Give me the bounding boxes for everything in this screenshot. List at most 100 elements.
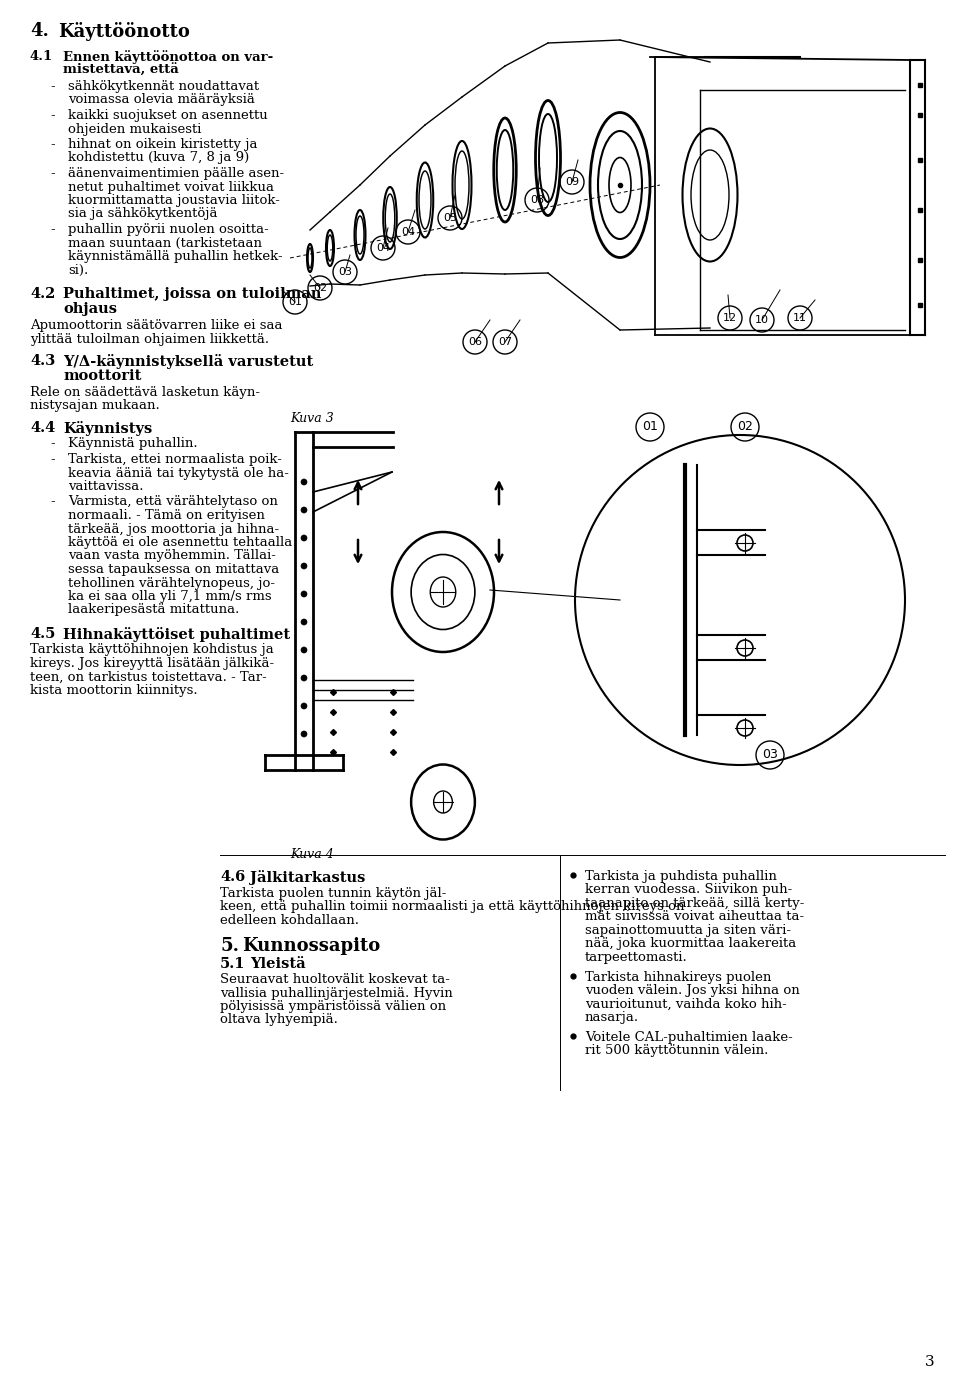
Text: -: -: [50, 223, 55, 236]
Text: 03: 03: [762, 749, 778, 761]
Circle shape: [301, 592, 307, 597]
Text: keen, että puhallin toimii normaalisti ja että käyttöhihnojen kireys on: keen, että puhallin toimii normaalisti j…: [220, 900, 684, 913]
Text: Seuraavat huoltovälit koskevat ta-: Seuraavat huoltovälit koskevat ta-: [220, 974, 450, 986]
Text: maan suuntaan (tarkistetaan: maan suuntaan (tarkistetaan: [68, 237, 262, 250]
Text: Käyttöönotto: Käyttöönotto: [58, 22, 190, 41]
Text: sähkökytkennät noudattavat: sähkökytkennät noudattavat: [68, 80, 259, 92]
Text: -: -: [50, 138, 55, 150]
Text: Rele on säädettävä lasketun käyn-: Rele on säädettävä lasketun käyn-: [30, 386, 260, 399]
Text: 05: 05: [443, 212, 457, 223]
Text: 06: 06: [468, 336, 482, 348]
Text: Tarkista puolen tunnin käytön jäl-: Tarkista puolen tunnin käytön jäl-: [220, 887, 446, 899]
Text: Y/Δ-käynnistyksellä varustetut: Y/Δ-käynnistyksellä varustetut: [63, 354, 313, 370]
Text: Hihnakäyttöiset puhaltimet: Hihnakäyttöiset puhaltimet: [63, 627, 290, 643]
Circle shape: [301, 647, 307, 654]
Text: normaali. - Tämä on erityisen: normaali. - Tämä on erityisen: [68, 509, 265, 523]
Circle shape: [301, 674, 307, 681]
Circle shape: [301, 619, 307, 625]
Text: ylittää tuloilman ohjaimen liikkettä.: ylittää tuloilman ohjaimen liikkettä.: [30, 332, 269, 346]
Text: ohjeiden mukaisesti: ohjeiden mukaisesti: [68, 123, 202, 135]
Text: -: -: [50, 495, 55, 509]
Text: -: -: [50, 80, 55, 92]
Text: kaikki suojukset on asennettu: kaikki suojukset on asennettu: [68, 109, 268, 121]
Text: kerran vuodessa. Siivikon puh-: kerran vuodessa. Siivikon puh-: [585, 884, 792, 896]
Text: -: -: [50, 452, 55, 466]
Text: Kuva 4: Kuva 4: [290, 848, 334, 860]
Text: -: -: [50, 109, 55, 121]
Text: tärkeää, jos moottoria ja hihna-: tärkeää, jos moottoria ja hihna-: [68, 523, 279, 535]
Text: vallisia puhallinjärjestelmiä. Hyvin: vallisia puhallinjärjestelmiä. Hyvin: [220, 986, 453, 1000]
Text: mät siivisssä voivat aiheuttaa ta-: mät siivisssä voivat aiheuttaa ta-: [585, 910, 804, 924]
Text: 5.1: 5.1: [220, 957, 246, 971]
Text: sessa tapauksessa on mitattava: sessa tapauksessa on mitattava: [68, 563, 279, 576]
Text: 04: 04: [376, 243, 390, 252]
Text: laakeripesästä mitattuna.: laakeripesästä mitattuna.: [68, 604, 239, 616]
Text: 09: 09: [564, 177, 579, 188]
Text: 01: 01: [288, 296, 302, 308]
Text: taanapito on tärkeää, sillä kerty-: taanapito on tärkeää, sillä kerty-: [585, 896, 804, 910]
Text: si).: si).: [68, 263, 88, 277]
Text: teen, on tarkistus toistettava. - Tar-: teen, on tarkistus toistettava. - Tar-: [30, 670, 267, 684]
Text: -: -: [50, 167, 55, 181]
Text: 03: 03: [338, 268, 352, 277]
Text: nistysajan mukaan.: nistysajan mukaan.: [30, 400, 159, 412]
Text: äänenvaimentimien päälle asen-: äänenvaimentimien päälle asen-: [68, 167, 284, 181]
Text: 4.6: 4.6: [220, 870, 245, 884]
Text: 07: 07: [498, 336, 512, 348]
Text: mistettava, että: mistettava, että: [63, 63, 179, 77]
Text: netut puhaltimet voivat liikkua: netut puhaltimet voivat liikkua: [68, 181, 274, 193]
Text: 04: 04: [401, 228, 415, 237]
Text: puhallin pyörii nuolen osoitta-: puhallin pyörii nuolen osoitta-: [68, 223, 269, 236]
Text: voimassa olevia määräyksiä: voimassa olevia määräyksiä: [68, 94, 254, 106]
Text: 4.1: 4.1: [30, 50, 53, 63]
Text: ka ei saa olla yli 7,1 mm/s rms: ka ei saa olla yli 7,1 mm/s rms: [68, 590, 272, 603]
Text: Käynnistä puhallin.: Käynnistä puhallin.: [68, 437, 198, 451]
Text: ohjaus: ohjaus: [63, 302, 117, 316]
Text: 02: 02: [737, 421, 753, 433]
Text: 10: 10: [755, 314, 769, 325]
Text: pölyisissä ympäristöissä välien on: pölyisissä ympäristöissä välien on: [220, 1000, 446, 1014]
Text: käynnistämällä puhallin hetkek-: käynnistämällä puhallin hetkek-: [68, 250, 282, 263]
Text: Käynnistys: Käynnistys: [63, 421, 153, 436]
Text: edelleen kohdallaan.: edelleen kohdallaan.: [220, 913, 359, 927]
Text: Tarkista ja puhdista puhallin: Tarkista ja puhdista puhallin: [585, 870, 777, 883]
Text: keavia ääniä tai tykytystä ole ha-: keavia ääniä tai tykytystä ole ha-: [68, 466, 289, 480]
Text: nasarja.: nasarja.: [585, 1011, 639, 1025]
Text: vaittavissa.: vaittavissa.: [68, 480, 143, 494]
Text: vaurioitunut, vaihda koko hih-: vaurioitunut, vaihda koko hih-: [585, 997, 787, 1011]
Text: tehollinen värähtelynopeus, jo-: tehollinen värähtelynopeus, jo-: [68, 576, 275, 589]
Circle shape: [301, 703, 307, 709]
Text: moottorit: moottorit: [63, 368, 141, 382]
Text: Apumoottorin säätövarren liike ei saa: Apumoottorin säätövarren liike ei saa: [30, 319, 282, 332]
Text: kuormittamatta joustavia liitok-: kuormittamatta joustavia liitok-: [68, 194, 280, 207]
Text: 02: 02: [313, 283, 327, 292]
Text: Jälkitarkastus: Jälkitarkastus: [250, 870, 366, 885]
Text: vaan vasta myöhemmin. Tällai-: vaan vasta myöhemmin. Tällai-: [68, 549, 276, 563]
Text: 4.2: 4.2: [30, 287, 56, 301]
Text: 4.: 4.: [30, 22, 49, 40]
Text: vuoden välein. Jos yksi hihna on: vuoden välein. Jos yksi hihna on: [585, 985, 800, 997]
Text: 4.3: 4.3: [30, 354, 56, 368]
Text: Tarkista käyttöhihnojen kohdistus ja: Tarkista käyttöhihnojen kohdistus ja: [30, 644, 274, 656]
Text: 11: 11: [793, 313, 807, 323]
Text: Varmista, että värähtelytaso on: Varmista, että värähtelytaso on: [68, 495, 277, 509]
Text: oltava lyhyempiä.: oltava lyhyempiä.: [220, 1014, 338, 1026]
Text: 12: 12: [723, 313, 737, 323]
Text: kireys. Jos kireyyttä lisätään jälkikä-: kireys. Jos kireyyttä lisätään jälkikä-: [30, 656, 275, 670]
Text: kohdistettu (kuva 7, 8 ja 9): kohdistettu (kuva 7, 8 ja 9): [68, 152, 250, 164]
Text: Kuva 3: Kuva 3: [290, 412, 334, 425]
Text: Ennen käyttöönottoa on var-: Ennen käyttöönottoa on var-: [63, 50, 274, 63]
Circle shape: [301, 731, 307, 736]
Text: 5.: 5.: [220, 936, 239, 956]
Text: 4.5: 4.5: [30, 627, 56, 641]
Text: -: -: [50, 437, 55, 451]
Text: hihnat on oikein kiristetty ja: hihnat on oikein kiristetty ja: [68, 138, 257, 150]
Text: käyttöä ei ole asennettu tehtaalla: käyttöä ei ole asennettu tehtaalla: [68, 536, 292, 549]
Text: rit 500 käyttötunnin välein.: rit 500 käyttötunnin välein.: [585, 1044, 768, 1056]
Text: 01: 01: [642, 421, 658, 433]
Circle shape: [301, 563, 307, 570]
Text: 08: 08: [530, 194, 544, 205]
Text: sapainottomuutta ja siten väri-: sapainottomuutta ja siten väri-: [585, 924, 791, 936]
Circle shape: [301, 479, 307, 485]
Text: Tarkista hihnakireys puolen: Tarkista hihnakireys puolen: [585, 971, 772, 983]
